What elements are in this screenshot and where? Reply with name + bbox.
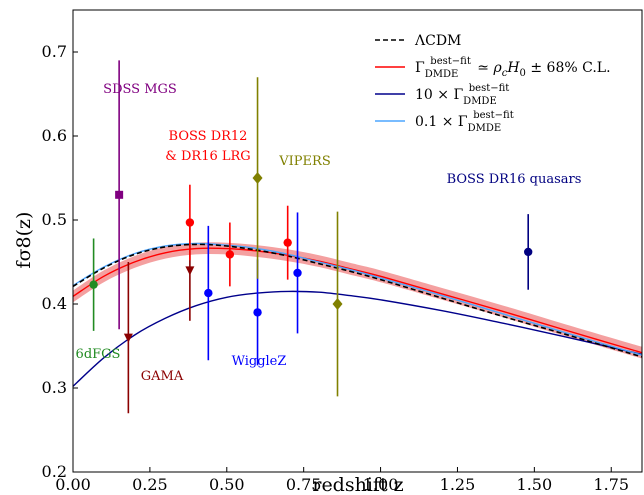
- x-tick-label: 1.75: [593, 475, 629, 494]
- x-tick-label: 0.75: [286, 475, 322, 494]
- dataset-label: WiggleZ: [232, 354, 287, 369]
- data-point: [115, 190, 124, 199]
- legend-label: ΛCDM: [414, 33, 461, 49]
- dataset-labels: 6dFGS SDSS MGS GAMA BOSS DR12 & DR16 LRG Wigg…: [76, 82, 582, 384]
- y-tick-label: 0.3: [42, 378, 67, 397]
- dataset-label: BOSS DR16 quasars: [447, 172, 582, 187]
- legend-label: 10 × ΓDMDEbest−fit: [415, 83, 509, 107]
- series-line: [73, 243, 642, 358]
- data-point: [123, 333, 133, 343]
- data-point: [225, 250, 235, 259]
- y-tick-label: 0.7: [42, 42, 67, 61]
- data-point: [204, 288, 213, 298]
- legend-label: ΓDMDEbest−fit ≃ ρcH0 ± 68% C.L.: [415, 56, 611, 80]
- y-axis-label: fσ8(z): [13, 212, 35, 269]
- data-point: [185, 266, 195, 276]
- dataset-label: GAMA: [141, 369, 184, 384]
- y-tick-label: 0.5: [42, 210, 67, 229]
- confidence-band: [73, 242, 642, 359]
- data-point: [524, 247, 533, 257]
- data-point: [185, 218, 195, 227]
- x-axis-ticks: 0.00 0.25 0.50 0.75 1.00 1.25 1.50 1.75: [55, 467, 629, 494]
- y-axis-ticks: 0.2 0.3 0.4 0.5 0.6 0.7: [42, 42, 78, 481]
- data-point: [89, 280, 98, 289]
- data-point: [253, 308, 262, 317]
- x-tick-label: 0.50: [209, 475, 245, 494]
- x-tick-label: 1.25: [440, 475, 476, 494]
- data-point: [252, 172, 263, 184]
- series-line: [73, 247, 642, 354]
- model-curves: [73, 242, 642, 387]
- data-point: [293, 268, 302, 278]
- confidence-bands: [73, 242, 642, 359]
- x-axis-label: redshift z: [312, 474, 403, 495]
- legend: ΛCDM ΓDMDEbest−fit ≃ ρcH0 ± 68% C.L. 10 × …: [375, 33, 611, 134]
- plot-frame: [72, 9, 643, 473]
- y-tick-label: 0.4: [42, 294, 67, 313]
- dataset-label: BOSS DR12: [169, 129, 248, 144]
- y-tick-label: 0.6: [42, 126, 67, 145]
- x-tick-label: 1.00: [363, 475, 399, 494]
- legend-label: 0.1 × ΓDMDEbest−fit: [415, 110, 514, 134]
- x-tick-label: 0.25: [132, 475, 168, 494]
- data-point: [283, 238, 292, 247]
- data-points: [89, 60, 533, 414]
- y-tick-label: 0.2: [42, 462, 67, 481]
- dataset-label: VIPERS: [278, 154, 330, 169]
- series-line: [73, 290, 642, 387]
- dataset-label: 6dFGS: [76, 347, 121, 362]
- x-tick-label: 1.50: [517, 475, 553, 494]
- dataset-label: SDSS MGS: [103, 82, 177, 97]
- dataset-label: & DR16 LRG: [165, 149, 250, 164]
- x-tick-label: 0.00: [55, 475, 91, 494]
- data-point: [332, 298, 343, 310]
